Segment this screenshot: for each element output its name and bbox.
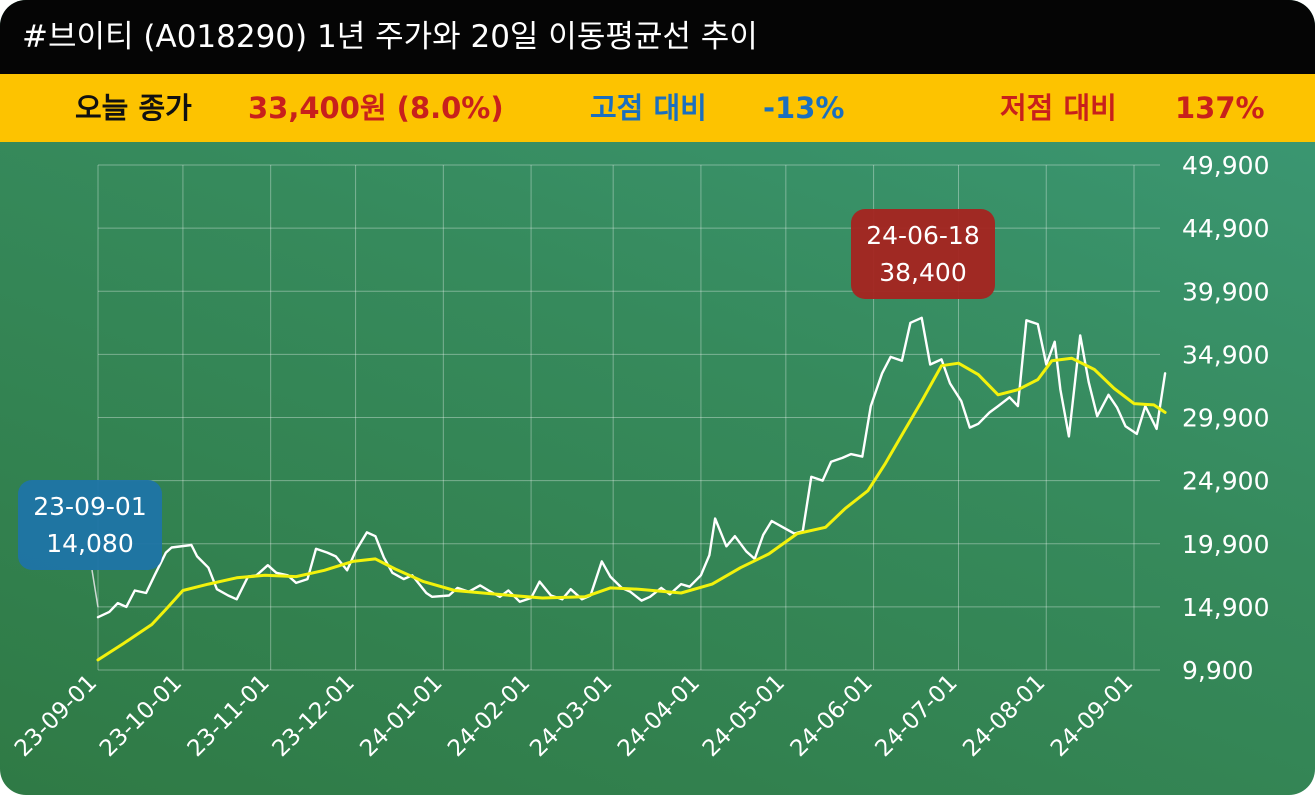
x-tick-label: 23-10-01 <box>95 670 187 762</box>
x-tick-label: 24-08-01 <box>958 670 1050 762</box>
x-tick-label: 24-02-01 <box>443 670 535 762</box>
annotation-layer: 23-09-01 14,080 24-06-18 38,400 <box>18 209 995 608</box>
y-tick-label: 34,900 <box>1182 340 1269 369</box>
x-tick-label: 23-11-01 <box>183 670 275 762</box>
low-callout <box>18 480 162 570</box>
y-tick-label: 19,900 <box>1182 530 1269 559</box>
low-callout-value: 14,080 <box>46 529 133 558</box>
y-tick-label: 14,900 <box>1182 593 1269 622</box>
y-tick-label: 44,900 <box>1182 214 1269 243</box>
low-compare-value: 137% <box>1175 91 1265 125</box>
summary-bar: 오늘 종가 33,400원 (8.0%) 고점 대비 -13% 저점 대비 13… <box>0 74 1315 142</box>
x-tick-label: 24-01-01 <box>355 670 447 762</box>
x-axis: 23-09-0123-10-0123-11-0123-12-0124-01-01… <box>10 670 1138 762</box>
page-title: #브이티 (A018290) 1년 주가와 20일 이동평균선 추이 <box>0 0 1315 74</box>
y-axis: 49,900 44,900 39,900 34,900 29,900 24,900 19,9… <box>1182 151 1269 685</box>
high-callout-value: 38,400 <box>879 258 966 287</box>
low-callout-pointer <box>91 569 99 608</box>
high-callout-date: 24-06-18 <box>866 221 979 250</box>
grid-layer <box>97 164 1160 671</box>
ma20-line <box>96 356 1167 662</box>
x-tick-label: 24-09-01 <box>1046 670 1138 762</box>
y-tick-label: 24,900 <box>1182 467 1269 496</box>
y-tick-label: 29,900 <box>1182 404 1269 433</box>
y-tick-label: 49,900 <box>1182 151 1269 180</box>
x-tick-label: 23-09-01 <box>10 670 102 762</box>
x-tick-label: 24-07-01 <box>871 670 963 762</box>
price-line <box>96 316 1167 619</box>
x-tick-label: 24-06-01 <box>786 670 878 762</box>
x-tick-label: 24-04-01 <box>613 670 705 762</box>
x-tick-label: 23-12-01 <box>268 670 360 762</box>
y-tick-label: 39,900 <box>1182 277 1269 306</box>
low-compare-label: 저점 대비 <box>1000 91 1117 125</box>
x-tick-label: 24-05-01 <box>698 670 790 762</box>
close-label: 오늘 종가 <box>75 91 192 125</box>
high-callout <box>851 209 995 299</box>
high-compare-value: -13% <box>763 91 845 125</box>
close-value: 33,400원 (8.0%) <box>248 91 504 125</box>
y-tick-label: 9,900 <box>1182 656 1254 685</box>
x-tick-label: 24-03-01 <box>525 670 617 762</box>
high-compare-label: 고점 대비 <box>590 91 707 125</box>
series-layer <box>96 316 1167 662</box>
low-callout-date: 23-09-01 <box>33 492 146 521</box>
